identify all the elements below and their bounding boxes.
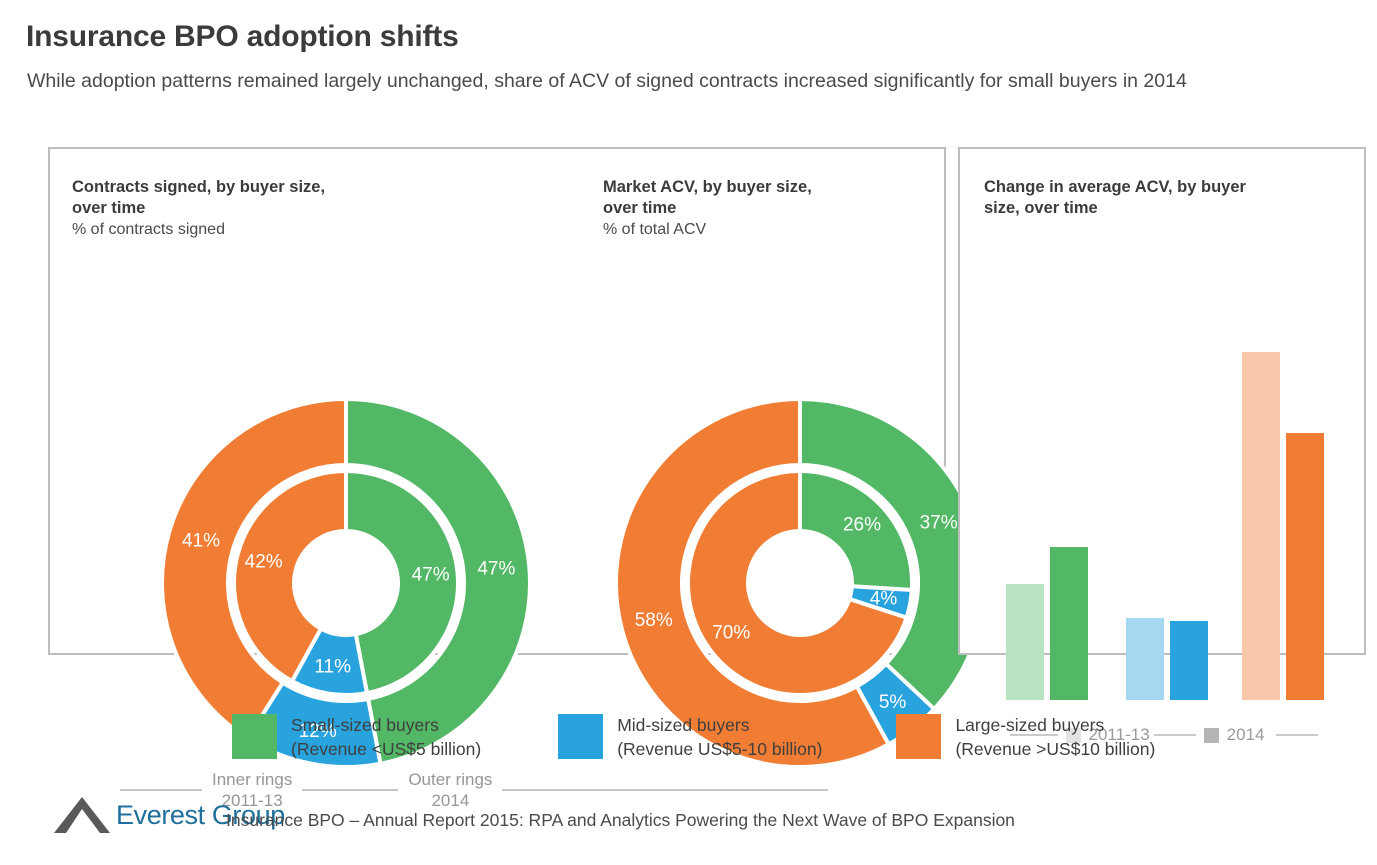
bar-group bbox=[1006, 547, 1088, 700]
donut-chart-acv: 37% 5% 58% 26% 4% 70% bbox=[616, 399, 984, 767]
donut-slice-label: 70% bbox=[712, 622, 750, 643]
panel-donuts: Contracts signed, by buyer size, over ti… bbox=[48, 147, 984, 810]
legend-swatch bbox=[558, 714, 604, 759]
donut-slice bbox=[162, 399, 348, 742]
panel-title-contracts: Contracts signed, by buyer size, over ti… bbox=[72, 178, 326, 217]
donut-slice bbox=[344, 468, 460, 696]
footer-note: Insurance BPO – Annual Report 2015: RPA … bbox=[226, 810, 1015, 830]
bar bbox=[1126, 618, 1164, 700]
caption-rule-left bbox=[120, 789, 202, 791]
donut-slice-label: 26% bbox=[843, 514, 881, 535]
caption-rule-middle bbox=[302, 789, 399, 791]
donut-slice-label: 47% bbox=[412, 565, 450, 586]
donut-slice bbox=[798, 399, 984, 712]
donut-contracts-svg: 47% 12% 41% 47% 11% 42% bbox=[162, 399, 530, 767]
legend-item: Large-sized buyers (Revenue >US$10 billi… bbox=[896, 713, 1155, 761]
bar-chart: 2011-13 2014 bbox=[978, 179, 1350, 759]
donut-acv-labels: 37% 5% 58% 26% 4% 70% bbox=[635, 513, 958, 713]
legend-label: Mid-sized buyers (Revenue US$5-10 billio… bbox=[617, 715, 823, 759]
donut-slice-label: 41% bbox=[182, 530, 220, 551]
outer-rings-caption: Outer rings 2014 bbox=[398, 769, 502, 811]
donut-slice-label: 5% bbox=[879, 692, 907, 713]
donut-slice bbox=[798, 468, 914, 593]
everest-group-logo-text: Everest Group bbox=[116, 800, 285, 830]
inner-rings-period: 2011-13 bbox=[221, 791, 283, 810]
donut-acv-outer-ring bbox=[616, 399, 984, 767]
legend-label: Large-sized buyers (Revenue >US$10 billi… bbox=[955, 715, 1156, 759]
page-title: Insurance BPO adoption shifts bbox=[26, 20, 459, 53]
donut-slice-label: 47% bbox=[477, 558, 515, 579]
bar-plot-area bbox=[992, 330, 1336, 700]
donut-slice bbox=[344, 399, 530, 767]
donut-contracts-outer-ring bbox=[162, 399, 530, 767]
panel-title-acv: Market ACV, by buyer size, over time bbox=[603, 178, 812, 217]
legend-rule-middle bbox=[1153, 734, 1196, 736]
legend-label: Small-sized buyers (Revenue <US$5 billio… bbox=[291, 715, 482, 759]
outer-rings-period: 2014 bbox=[431, 791, 470, 810]
bar bbox=[1170, 621, 1208, 700]
donut-slice-label: 12% bbox=[299, 721, 337, 742]
legend-item: Mid-sized buyers (Revenue US$5-10 billio… bbox=[558, 713, 822, 761]
legend-item: Small-sized buyers (Revenue <US$5 billio… bbox=[232, 713, 481, 761]
donut-acv-svg: 37% 5% 58% 26% 4% 70% bbox=[616, 399, 984, 767]
bar-group bbox=[1126, 618, 1208, 700]
legend-label-2014: 2014 bbox=[1226, 725, 1265, 744]
panel-bar-chart: Change in average ACV, by buyer size, ov… bbox=[958, 147, 1366, 744]
donut-chart-contracts: 47% 12% 41% 47% 11% 42% bbox=[162, 399, 530, 767]
legend-rule-right bbox=[1276, 734, 1319, 736]
donut-slice-label: 4% bbox=[870, 588, 898, 609]
bar bbox=[1242, 352, 1280, 700]
panel-title-change: Change in average ACV, by buyer size, ov… bbox=[984, 178, 1246, 217]
inner-rings-caption: Inner rings 2011-13 bbox=[202, 769, 302, 811]
everest-group-logo-icon bbox=[54, 797, 110, 833]
donut-slice bbox=[232, 468, 348, 684]
chart-legend: Small-sized buyers (Revenue <US$5 billio… bbox=[232, 713, 1232, 761]
legend-swatch bbox=[896, 714, 942, 759]
donut-slice-label: 58% bbox=[635, 610, 673, 631]
inner-rings-label: Inner rings bbox=[212, 770, 293, 789]
page-subtitle: While adoption patterns remained largely… bbox=[27, 70, 1187, 92]
donut-slice-label: 11% bbox=[314, 656, 351, 677]
bar bbox=[1006, 584, 1044, 700]
panel-subtitle-contracts: % of contracts signed bbox=[72, 221, 225, 238]
bar-chart-legend: 2011-13 2014 bbox=[978, 725, 1350, 745]
donut-slice-label: 37% bbox=[920, 513, 958, 534]
donut-contracts-inner-ring bbox=[232, 468, 460, 697]
bar bbox=[1286, 433, 1324, 700]
caption-rule-right bbox=[502, 789, 829, 791]
donut-acv-inner-ring bbox=[686, 468, 914, 697]
outer-rings-label: Outer rings bbox=[408, 770, 493, 789]
bar-group bbox=[1242, 352, 1324, 700]
legend-rule-left bbox=[1009, 734, 1058, 736]
legend-swatch bbox=[232, 714, 277, 759]
donut-slice bbox=[616, 399, 892, 767]
donut-contracts-labels: 47% 12% 41% 47% 11% 42% bbox=[182, 530, 515, 741]
legend-swatch-2011-13 bbox=[1065, 727, 1081, 743]
donut-slice bbox=[686, 468, 910, 697]
legend-swatch-2014 bbox=[1203, 727, 1219, 743]
ring-caption-row: Inner rings 2011-13 Outer rings 2014 bbox=[120, 769, 940, 811]
panel-subtitle-acv: % of total ACV bbox=[603, 221, 707, 238]
bar bbox=[1050, 547, 1088, 700]
legend-label-2011-13: 2011-13 bbox=[1088, 725, 1150, 744]
donut-slice-label: 42% bbox=[245, 551, 283, 572]
